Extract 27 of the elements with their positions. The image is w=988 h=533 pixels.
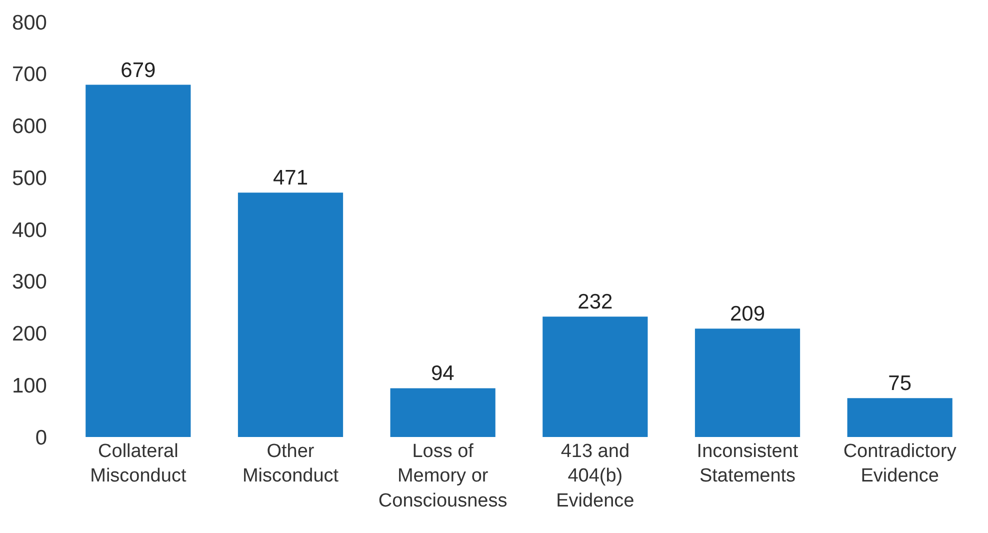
data-label: 75 <box>888 372 912 396</box>
bar <box>694 328 800 437</box>
bar <box>238 192 344 437</box>
y-tick-label: 600 <box>12 115 47 138</box>
x-tick-label: Loss of Memory or Consciousness <box>378 441 508 512</box>
bar <box>542 316 648 437</box>
x-tick-label: Other Misconduct <box>242 441 340 487</box>
y-tick-label: 100 <box>12 374 47 398</box>
y-tick-label: 400 <box>12 218 47 242</box>
y-tick-label: 800 <box>12 11 47 34</box>
data-label: 471 <box>272 166 308 190</box>
y-tick-label: 700 <box>12 63 47 86</box>
data-label: 679 <box>120 58 156 82</box>
x-tick-label: Collateral Misconduct <box>90 441 187 487</box>
data-label: 209 <box>730 302 766 326</box>
x-tick-label: 413 and 404(b) Evidence <box>556 441 634 512</box>
x-tick-label: Inconsistent Statements <box>696 441 799 487</box>
bar <box>847 398 952 437</box>
data-label: 94 <box>430 362 455 386</box>
y-tick-label: 500 <box>12 166 47 190</box>
y-tick-label: 200 <box>12 322 47 346</box>
x-tick-label: Contradictory Evidence <box>843 441 957 487</box>
bar <box>390 388 496 437</box>
data-label: 232 <box>578 290 613 314</box>
bar <box>86 84 191 437</box>
y-tick-label: 300 <box>12 270 47 294</box>
y-tick-label: 0 <box>35 426 47 450</box>
